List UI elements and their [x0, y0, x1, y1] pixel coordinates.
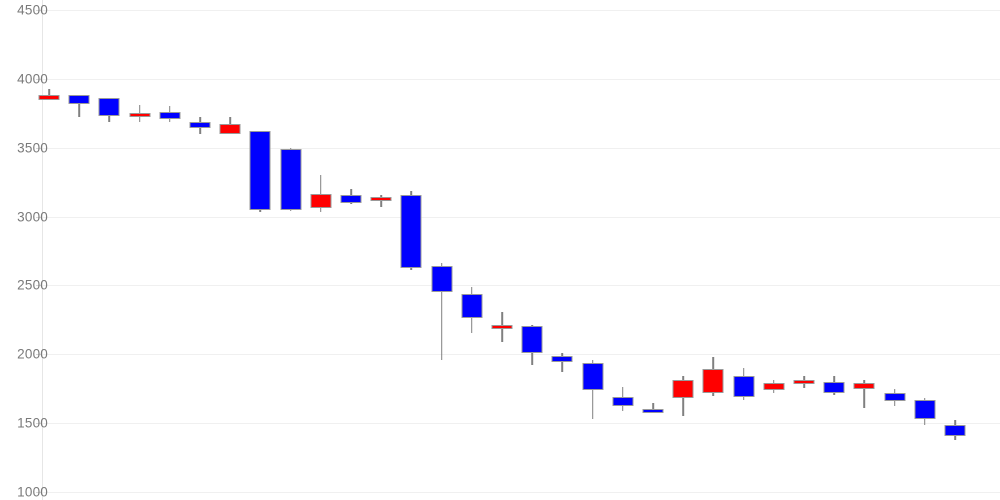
- candle-body: [431, 266, 453, 292]
- candle-wick: [320, 175, 322, 212]
- y-tick-mark: [36, 216, 42, 218]
- candle-body: [491, 324, 513, 329]
- candle-body: [370, 197, 392, 202]
- y-axis-line: [42, 0, 43, 500]
- y-tick-label: 3500: [17, 140, 48, 156]
- y-tick-mark: [36, 492, 42, 493]
- y-tick-mark: [36, 354, 42, 356]
- candle-wick: [78, 95, 80, 118]
- candle-body: [310, 193, 332, 209]
- candle-body: [340, 194, 362, 203]
- candle-body: [642, 408, 664, 413]
- candle-wick: [561, 352, 564, 373]
- candle-body: [249, 130, 271, 210]
- y-tick-label: 4500: [17, 2, 48, 18]
- gridline: [42, 492, 1000, 493]
- candle-body: [702, 369, 724, 393]
- gridline: [42, 216, 1000, 218]
- candle-body: [793, 380, 815, 385]
- candle-wick: [48, 89, 50, 100]
- y-tick-label: 3000: [17, 209, 48, 225]
- candle-wick: [138, 105, 141, 122]
- candle-body: [853, 383, 875, 390]
- candle-body: [461, 293, 483, 318]
- y-tick-mark: [36, 10, 42, 11]
- candle-body: [763, 383, 785, 391]
- candle-body: [944, 424, 966, 436]
- candle-body: [582, 362, 604, 391]
- y-tick-mark: [36, 147, 42, 149]
- candle-body: [129, 113, 151, 118]
- candle-body: [521, 326, 543, 353]
- y-tick-mark: [36, 423, 42, 425]
- y-tick-label: 2000: [17, 346, 48, 362]
- gridline: [42, 354, 1000, 356]
- y-tick-label: 2500: [17, 277, 48, 293]
- candle-body: [68, 95, 90, 104]
- y-tick-mark: [36, 285, 42, 287]
- candle-body: [98, 98, 120, 117]
- candle-wick: [440, 262, 443, 360]
- y-tick-mark: [36, 78, 42, 80]
- gridline: [42, 10, 1000, 11]
- candle-body: [159, 111, 181, 120]
- candle-body: [551, 356, 573, 362]
- candle-body: [612, 396, 634, 406]
- y-tick-label: 1500: [17, 415, 48, 431]
- candle-body: [914, 399, 936, 419]
- candle-body: [672, 380, 694, 399]
- candle-body: [189, 121, 211, 129]
- candle-body: [884, 392, 906, 402]
- candle-wick: [863, 380, 866, 408]
- candle-body: [219, 123, 241, 134]
- gridline: [42, 78, 1000, 80]
- gridline: [42, 147, 1000, 149]
- candle-body: [280, 149, 302, 210]
- gridline: [42, 423, 1000, 425]
- y-tick-label: 4000: [17, 71, 48, 87]
- gridline: [42, 285, 1000, 287]
- y-tick-label: 1000: [17, 484, 48, 500]
- candle-body: [823, 381, 845, 393]
- candle-body: [38, 95, 60, 100]
- candle-wick: [652, 403, 654, 413]
- candle-body: [400, 194, 422, 268]
- candle-body: [733, 376, 755, 397]
